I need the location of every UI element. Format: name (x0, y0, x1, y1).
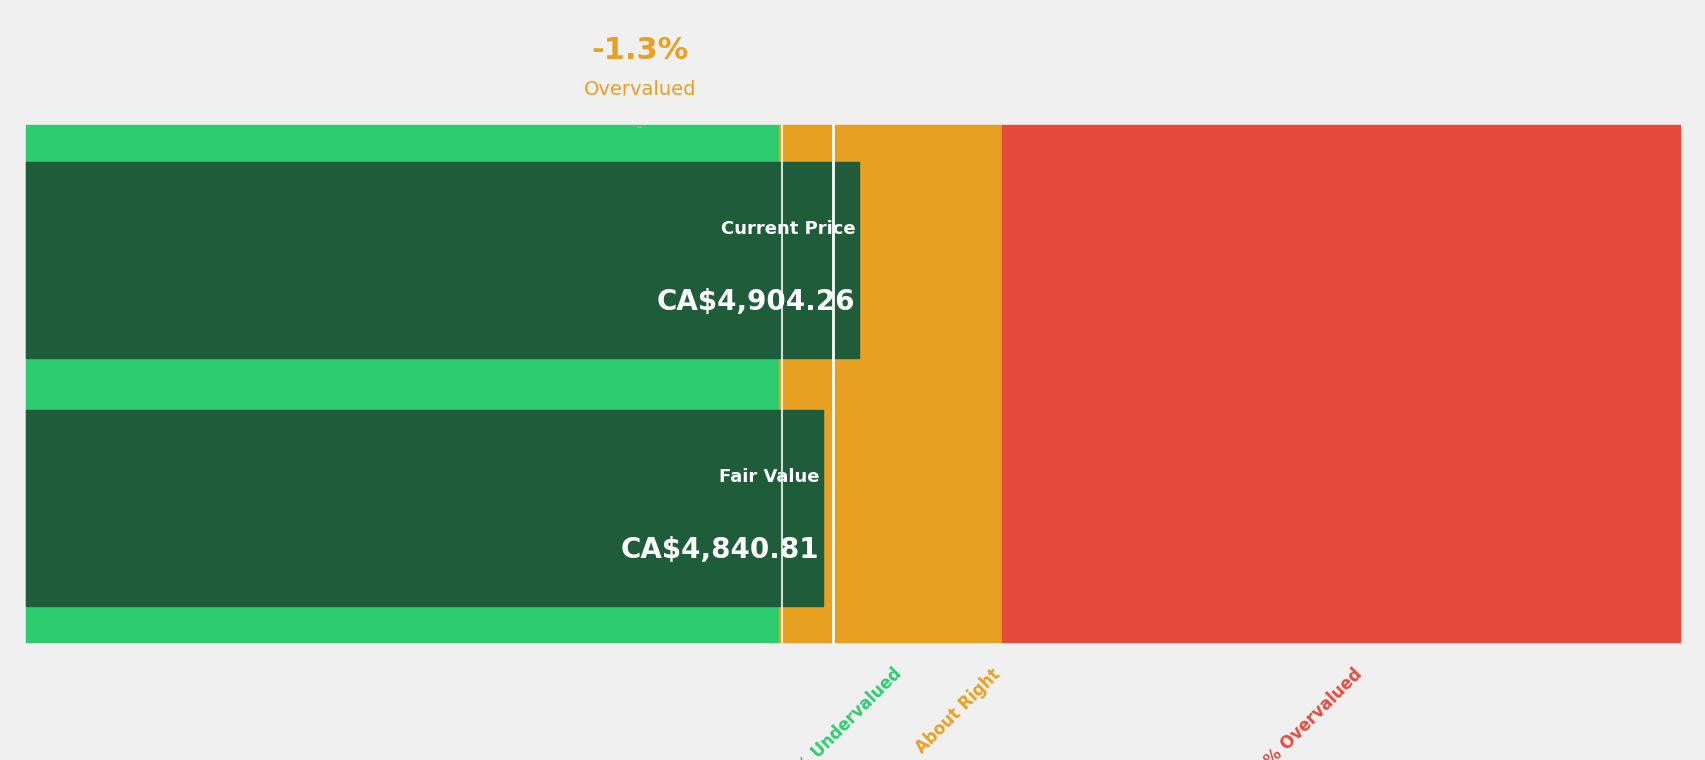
Bar (26, 410, 822, 606)
Text: Current Price: Current Price (720, 220, 854, 239)
Text: Overvalued: Overvalued (583, 80, 696, 99)
Bar (1001, 125, 1679, 642)
Text: -1.3%: -1.3% (590, 36, 689, 65)
Text: -: - (636, 118, 643, 137)
Text: CA$4,904.26: CA$4,904.26 (656, 287, 854, 315)
Bar (26, 125, 777, 642)
Text: CA$4,840.81: CA$4,840.81 (621, 536, 818, 564)
Text: 20% Overvalued: 20% Overvalued (1245, 665, 1366, 760)
Text: About Right: About Right (912, 665, 1004, 757)
Text: Fair Value: Fair Value (718, 468, 818, 486)
Bar (777, 125, 1001, 642)
Bar (26, 162, 858, 358)
Text: 20% Undervalued: 20% Undervalued (776, 665, 905, 760)
